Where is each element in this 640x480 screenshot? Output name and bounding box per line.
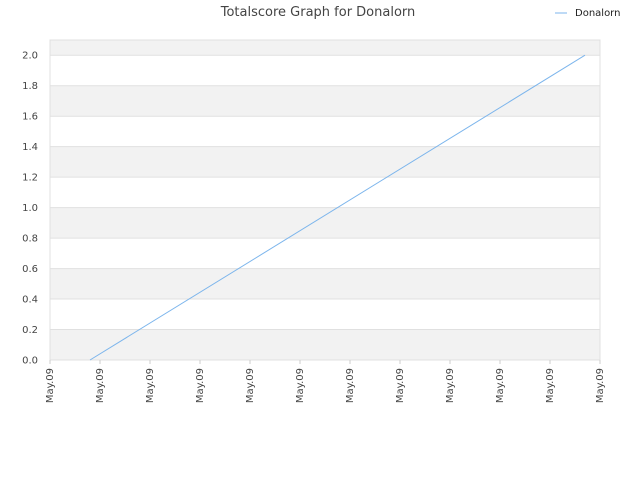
x-tick-label: May.09 xyxy=(95,368,106,403)
y-tick-label: 1.8 xyxy=(22,81,38,92)
y-tick-label: 0.8 xyxy=(22,234,38,245)
grid-band xyxy=(50,207,600,239)
x-axis: May.09 May.09 May.09 May.09 May.09 May.09 May.… xyxy=(45,360,606,403)
y-tick-label: 2.0 xyxy=(22,51,38,62)
y-tick-label: 1.4 xyxy=(22,142,38,153)
grid-band xyxy=(50,40,600,56)
y-tick-label: 0.2 xyxy=(22,325,38,336)
x-tick-label: May.09 xyxy=(595,368,606,403)
x-tick-label: May.09 xyxy=(345,368,356,403)
x-tick-label: May.09 xyxy=(45,368,56,403)
y-tick-label: 0.4 xyxy=(22,295,38,306)
grid-band xyxy=(50,329,600,360)
grid-band xyxy=(50,85,600,117)
series-lines xyxy=(89,54,586,361)
x-tick-label: May.09 xyxy=(445,368,456,403)
x-tick-label: May.09 xyxy=(395,368,406,403)
y-tick-label: 0.0 xyxy=(22,356,38,367)
x-tick-label: May.09 xyxy=(295,368,306,403)
grid-band xyxy=(50,146,600,178)
chart-title: Totalscore Graph for Donalorn xyxy=(220,5,416,20)
x-tick-label: May.09 xyxy=(495,368,506,403)
y-tick-label: 1.6 xyxy=(22,112,38,123)
x-tick-label: May.09 xyxy=(245,368,256,403)
x-tick-label: May.09 xyxy=(145,368,156,403)
y-tick-label: 0.6 xyxy=(22,264,38,275)
x-tick-label: May.09 xyxy=(195,368,206,403)
legend[interactable]: Donalorn xyxy=(555,8,620,19)
x-tick-label: May.09 xyxy=(545,368,556,403)
plot-area xyxy=(49,39,601,361)
series-line-donalorn xyxy=(89,54,586,361)
y-tick-label: 1.2 xyxy=(22,173,38,184)
legend-label-donalorn: Donalorn xyxy=(575,8,620,19)
y-tick-label: 1.0 xyxy=(22,203,38,214)
grid-band xyxy=(50,268,600,300)
y-axis: 0.0 0.2 0.4 0.6 0.8 1.0 1.2 1.4 1.6 1.8 2.0 xyxy=(22,51,38,367)
y-axis-gridlines xyxy=(50,54,600,361)
